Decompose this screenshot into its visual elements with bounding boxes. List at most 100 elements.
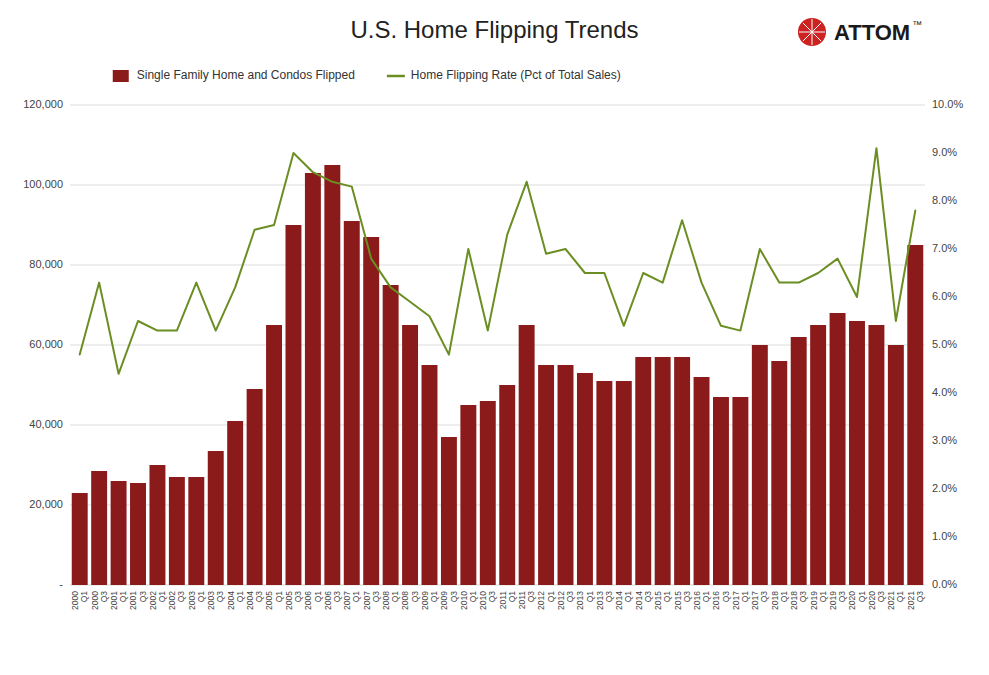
x-tick-label: 2009Q1 xyxy=(420,591,439,610)
x-tick-label: 2016Q1 xyxy=(692,591,711,610)
background xyxy=(0,0,989,675)
x-tick-label: 2003Q1 xyxy=(187,591,206,610)
x-axis: 2000Q12000Q32001Q12001Q32002Q12002Q32003… xyxy=(70,591,925,610)
y-tick-label: 100,000 xyxy=(23,178,63,190)
x-tick-label: 2002Q1 xyxy=(148,591,167,610)
x-tick-label: 2015Q1 xyxy=(653,591,672,610)
y2-tick-label: 2.0% xyxy=(932,482,957,494)
grid-line xyxy=(70,185,925,186)
x-tick-label: 2010Q3 xyxy=(478,591,497,610)
bar xyxy=(810,325,826,585)
x-tick-label: 2019Q1 xyxy=(809,591,828,610)
x-tick-label: 2011Q3 xyxy=(517,591,536,610)
y2-tick-label: 10.0% xyxy=(932,98,963,110)
x-tick-label: 2008Q1 xyxy=(381,591,400,610)
x-tick-label: 2003Q3 xyxy=(206,591,225,610)
bar xyxy=(169,477,185,585)
bar xyxy=(713,397,729,585)
bar xyxy=(91,471,107,585)
bar xyxy=(694,377,710,585)
x-tick-label: 2012Q3 xyxy=(556,591,575,610)
x-tick-label: 2004Q3 xyxy=(245,591,264,610)
bar xyxy=(344,221,360,585)
bar xyxy=(149,465,165,585)
x-tick-label: 2006Q3 xyxy=(323,591,342,610)
bar xyxy=(771,361,787,585)
grid xyxy=(70,105,925,585)
x-tick-label: 2013Q3 xyxy=(595,591,614,610)
bar xyxy=(460,405,476,585)
x-tick-label: 2006Q1 xyxy=(303,591,322,610)
bar xyxy=(188,477,204,585)
bar xyxy=(577,373,593,585)
x-tick-label: 2011Q1 xyxy=(498,591,517,610)
y-tick-label: 40,000 xyxy=(29,418,63,430)
bar xyxy=(888,345,904,585)
x-tick-label: 2019Q3 xyxy=(828,591,847,610)
bar xyxy=(422,365,438,585)
x-tick-label: 2001Q3 xyxy=(128,591,147,610)
x-tick-label: 2012Q1 xyxy=(536,591,555,610)
x-tick-label: 2021Q3 xyxy=(906,591,925,610)
bar xyxy=(752,345,768,585)
bar xyxy=(830,313,846,585)
y2-tick-label: 4.0% xyxy=(932,386,957,398)
bar xyxy=(266,325,282,585)
bar xyxy=(402,325,418,585)
bar xyxy=(791,337,807,585)
legend-label: Home Flipping Rate (Pct of Total Sales) xyxy=(411,68,621,82)
y2-tick-label: 7.0% xyxy=(932,242,957,254)
y2-tick-label: 3.0% xyxy=(932,434,957,446)
x-tick-label: 2018Q1 xyxy=(770,591,789,610)
bar xyxy=(849,321,865,585)
bar xyxy=(519,325,535,585)
x-tick-label: 2000Q1 xyxy=(70,591,89,610)
x-tick-label: 2021Q1 xyxy=(886,591,905,610)
bar xyxy=(72,493,88,585)
x-tick-label: 2020Q1 xyxy=(847,591,866,610)
x-tick-label: 2004Q1 xyxy=(226,591,245,610)
bar xyxy=(305,173,321,585)
bar xyxy=(130,483,146,585)
x-tick-label: 2016Q3 xyxy=(711,591,730,610)
bar xyxy=(616,381,632,585)
bar xyxy=(247,389,263,585)
x-tick-label: 2007Q1 xyxy=(342,591,361,610)
plot-area xyxy=(72,148,924,585)
x-tick-label: 2015Q3 xyxy=(673,591,692,610)
x-tick-label: 2018Q3 xyxy=(789,591,808,610)
logo-globe-line xyxy=(803,23,821,41)
x-tick-label: 2017Q1 xyxy=(731,591,750,610)
x-tick-label: 2020Q3 xyxy=(867,591,886,610)
legend-swatch xyxy=(113,70,129,82)
x-tick-label: 2007Q3 xyxy=(362,591,381,610)
bar xyxy=(324,165,340,585)
legend-label: Single Family Home and Condos Flipped xyxy=(137,68,355,82)
x-tick-label: 2009Q3 xyxy=(439,591,458,610)
bar xyxy=(907,245,923,585)
x-tick-label: 2017Q3 xyxy=(750,591,769,610)
bar xyxy=(538,365,554,585)
logo-globe xyxy=(798,18,826,46)
y2-axis: 0.0%1.0%2.0%3.0%4.0%5.0%6.0%7.0%8.0%9.0%… xyxy=(932,98,963,590)
y-tick-label: 120,000 xyxy=(23,98,63,110)
y2-tick-label: 8.0% xyxy=(932,194,957,206)
y-tick-label: 80,000 xyxy=(29,258,63,270)
y-tick-label: 60,000 xyxy=(29,338,63,350)
logo: ATTOM™ xyxy=(798,18,922,46)
line xyxy=(80,148,916,374)
x-tick-label: 2014Q3 xyxy=(634,591,653,610)
x-tick-label: 2002Q3 xyxy=(167,591,186,610)
y-tick-label: 20,000 xyxy=(29,498,63,510)
grid-line xyxy=(70,265,925,266)
bar xyxy=(285,225,301,585)
bar xyxy=(674,357,690,585)
x-tick-label: 2014Q1 xyxy=(614,591,633,610)
bar xyxy=(383,285,399,585)
x-tick-label: 2000Q3 xyxy=(90,591,109,610)
title: U.S. Home Flipping Trends xyxy=(350,16,638,43)
y2-tick-label: 5.0% xyxy=(932,338,957,350)
bar xyxy=(635,357,651,585)
annotation: ATTOM xyxy=(834,20,910,45)
bar xyxy=(558,365,574,585)
